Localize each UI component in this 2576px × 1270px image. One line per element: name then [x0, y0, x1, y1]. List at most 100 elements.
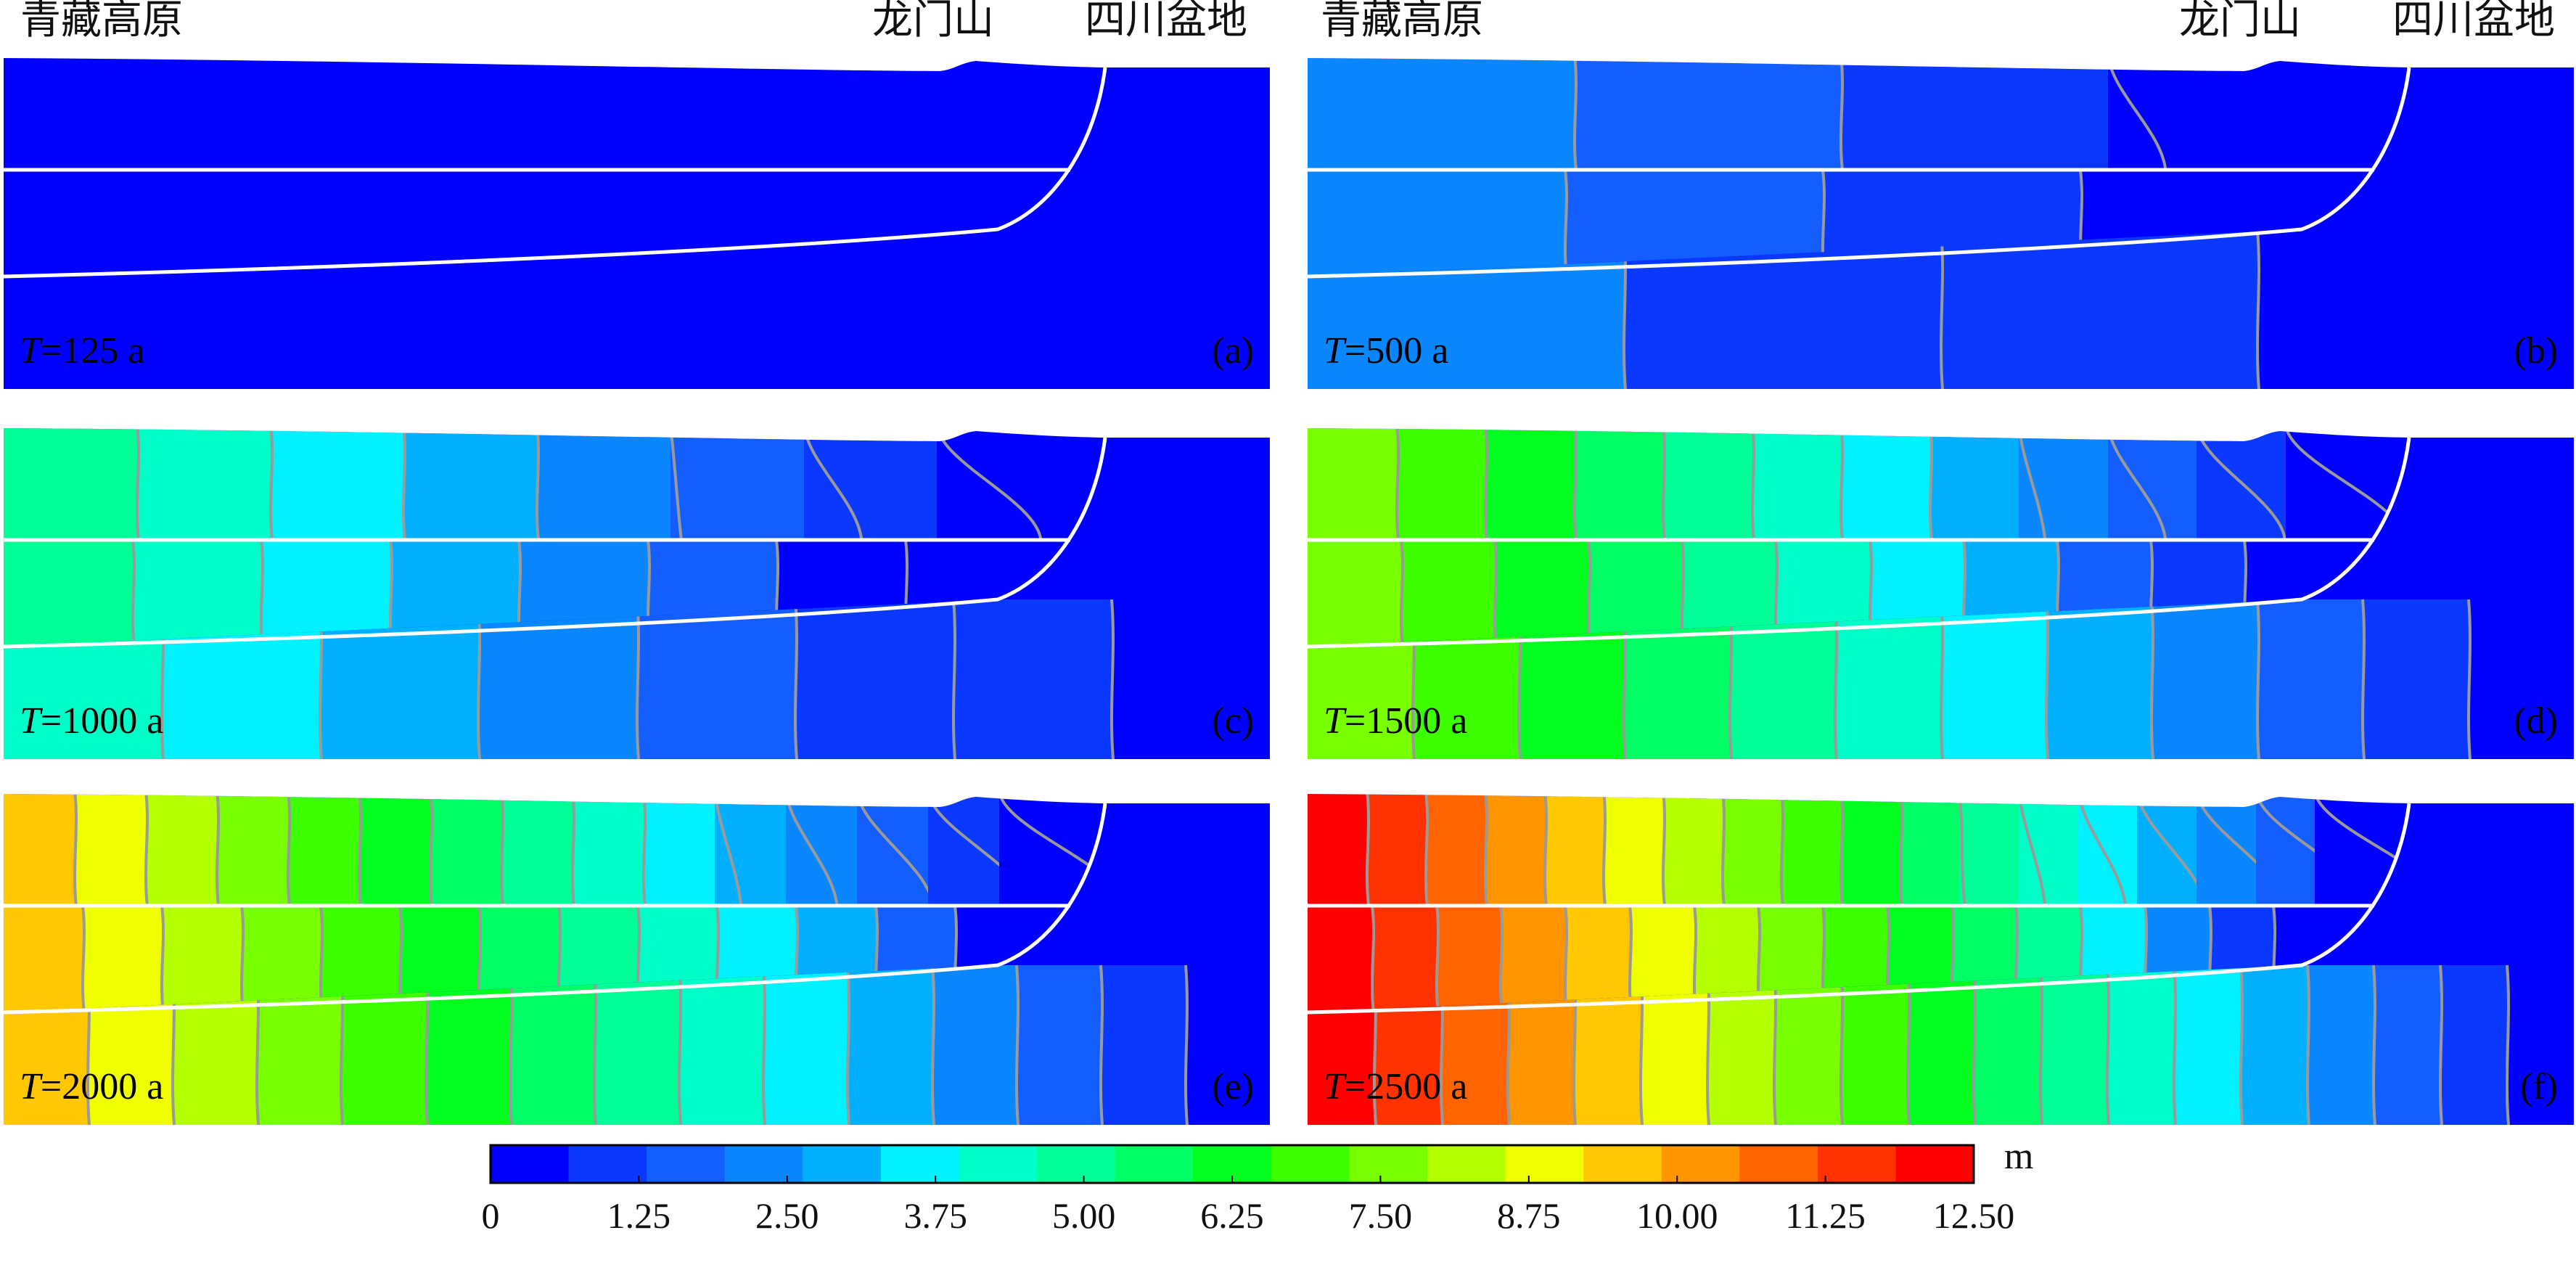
panel-f: T=2500 a (f)	[1307, 791, 2574, 1125]
colorbar-tick-label: 12.50	[1933, 1195, 2015, 1236]
band	[1372, 906, 1437, 1012]
band	[1426, 794, 1485, 906]
contour-line	[1839, 428, 1844, 540]
contour-line	[1780, 794, 1784, 906]
colorbar-tick-label: 3.75	[903, 1195, 967, 1236]
contour-line	[1940, 229, 1944, 389]
upper-crust-bands	[1308, 794, 2409, 906]
band	[271, 428, 403, 540]
contour-line	[1940, 599, 1944, 759]
contour-line	[2045, 599, 2049, 759]
band	[1841, 428, 1930, 540]
contour-line	[1839, 58, 1844, 170]
contour-line	[287, 794, 291, 906]
contour-line	[2017, 428, 2047, 540]
band	[573, 794, 644, 906]
band	[2174, 965, 2241, 1125]
contour-line	[1499, 906, 1504, 1012]
colorbar-cell	[959, 1145, 1038, 1183]
contour-line	[402, 428, 406, 540]
band	[786, 794, 857, 906]
contour-line	[1484, 428, 1488, 540]
band	[848, 965, 932, 1125]
contour-line	[846, 965, 850, 1125]
contour-line	[952, 599, 956, 759]
band	[217, 794, 288, 906]
panel-tag: (f)	[2520, 1066, 2558, 1107]
band	[2241, 965, 2308, 1125]
band	[1565, 906, 1630, 1012]
time-label: T=500 a	[1324, 330, 1448, 372]
contour-line	[500, 794, 504, 906]
band	[1841, 58, 2108, 170]
band	[2257, 229, 2574, 389]
contour-line	[2039, 965, 2043, 1125]
label-qinghai-tibet-right: 青藏高原	[1321, 0, 1483, 43]
colorbar-cell	[647, 1145, 726, 1183]
contour-line	[160, 906, 165, 1012]
sky-mask	[1308, 425, 2574, 441]
band	[2046, 599, 2152, 759]
contour-line	[1395, 428, 1400, 540]
band	[4, 794, 75, 906]
band	[1308, 170, 1565, 276]
contour-line	[1543, 794, 1548, 906]
colorbar-tick-label: 5.00	[1052, 1195, 1116, 1236]
band	[242, 906, 321, 1012]
band	[1485, 428, 1575, 540]
lower-crust-bands	[1308, 599, 2574, 759]
contour-line	[2256, 599, 2260, 759]
contour-line	[358, 794, 362, 906]
contour-line	[678, 965, 682, 1125]
band	[2363, 599, 2469, 759]
colorbar-tick-label: 8.75	[1497, 1195, 1561, 1236]
colorbar-cell	[1739, 1145, 1818, 1183]
band	[288, 794, 359, 906]
band	[1663, 428, 1752, 540]
contour-line	[2106, 965, 2110, 1125]
band	[928, 794, 999, 906]
band	[2108, 428, 2196, 540]
band	[2019, 794, 2078, 906]
colorbar-tick-label: 2.50	[755, 1195, 819, 1236]
band	[1485, 794, 1545, 906]
colorbar-cell	[880, 1145, 960, 1183]
band	[1017, 965, 1101, 1125]
time-label: T=125 a	[20, 330, 144, 372]
colorbar-cell	[1817, 1145, 1897, 1183]
band	[2440, 965, 2507, 1125]
band	[4, 58, 1105, 170]
band	[1941, 229, 2257, 389]
band	[804, 428, 937, 540]
label-sichuan-basin-right: 四川盆地	[2392, 0, 2555, 43]
band	[1663, 794, 1723, 906]
colorbar-unit: m	[2004, 1136, 2033, 1177]
band	[1604, 794, 1663, 906]
contour-line	[1899, 794, 1903, 906]
time-label: T=1500 a	[1324, 700, 1467, 742]
band	[261, 540, 390, 647]
band	[1367, 794, 1426, 906]
contour-line	[1958, 794, 1966, 906]
panel-b: T=500 a (b)	[1307, 55, 2574, 389]
contour-line	[2239, 965, 2244, 1125]
band	[1101, 965, 1186, 1125]
contour-line	[998, 794, 1105, 906]
band	[137, 428, 271, 540]
band	[795, 599, 953, 759]
band	[1752, 428, 1841, 540]
time-label: T=2500 a	[1324, 1066, 1467, 1107]
band	[679, 965, 763, 1125]
contour-line	[1929, 428, 1933, 540]
band	[1308, 428, 1397, 540]
band	[4, 906, 83, 1012]
contour-line	[260, 540, 264, 647]
band	[670, 428, 804, 540]
contour-line	[1424, 794, 1429, 906]
sky-mask	[4, 425, 1270, 441]
band	[1841, 965, 1908, 1125]
contour-line	[1484, 794, 1488, 906]
panel-tag: (c)	[1212, 700, 1254, 742]
contour-line	[1839, 965, 1844, 1125]
label-longmenshan-left: 龙门山	[872, 0, 994, 43]
